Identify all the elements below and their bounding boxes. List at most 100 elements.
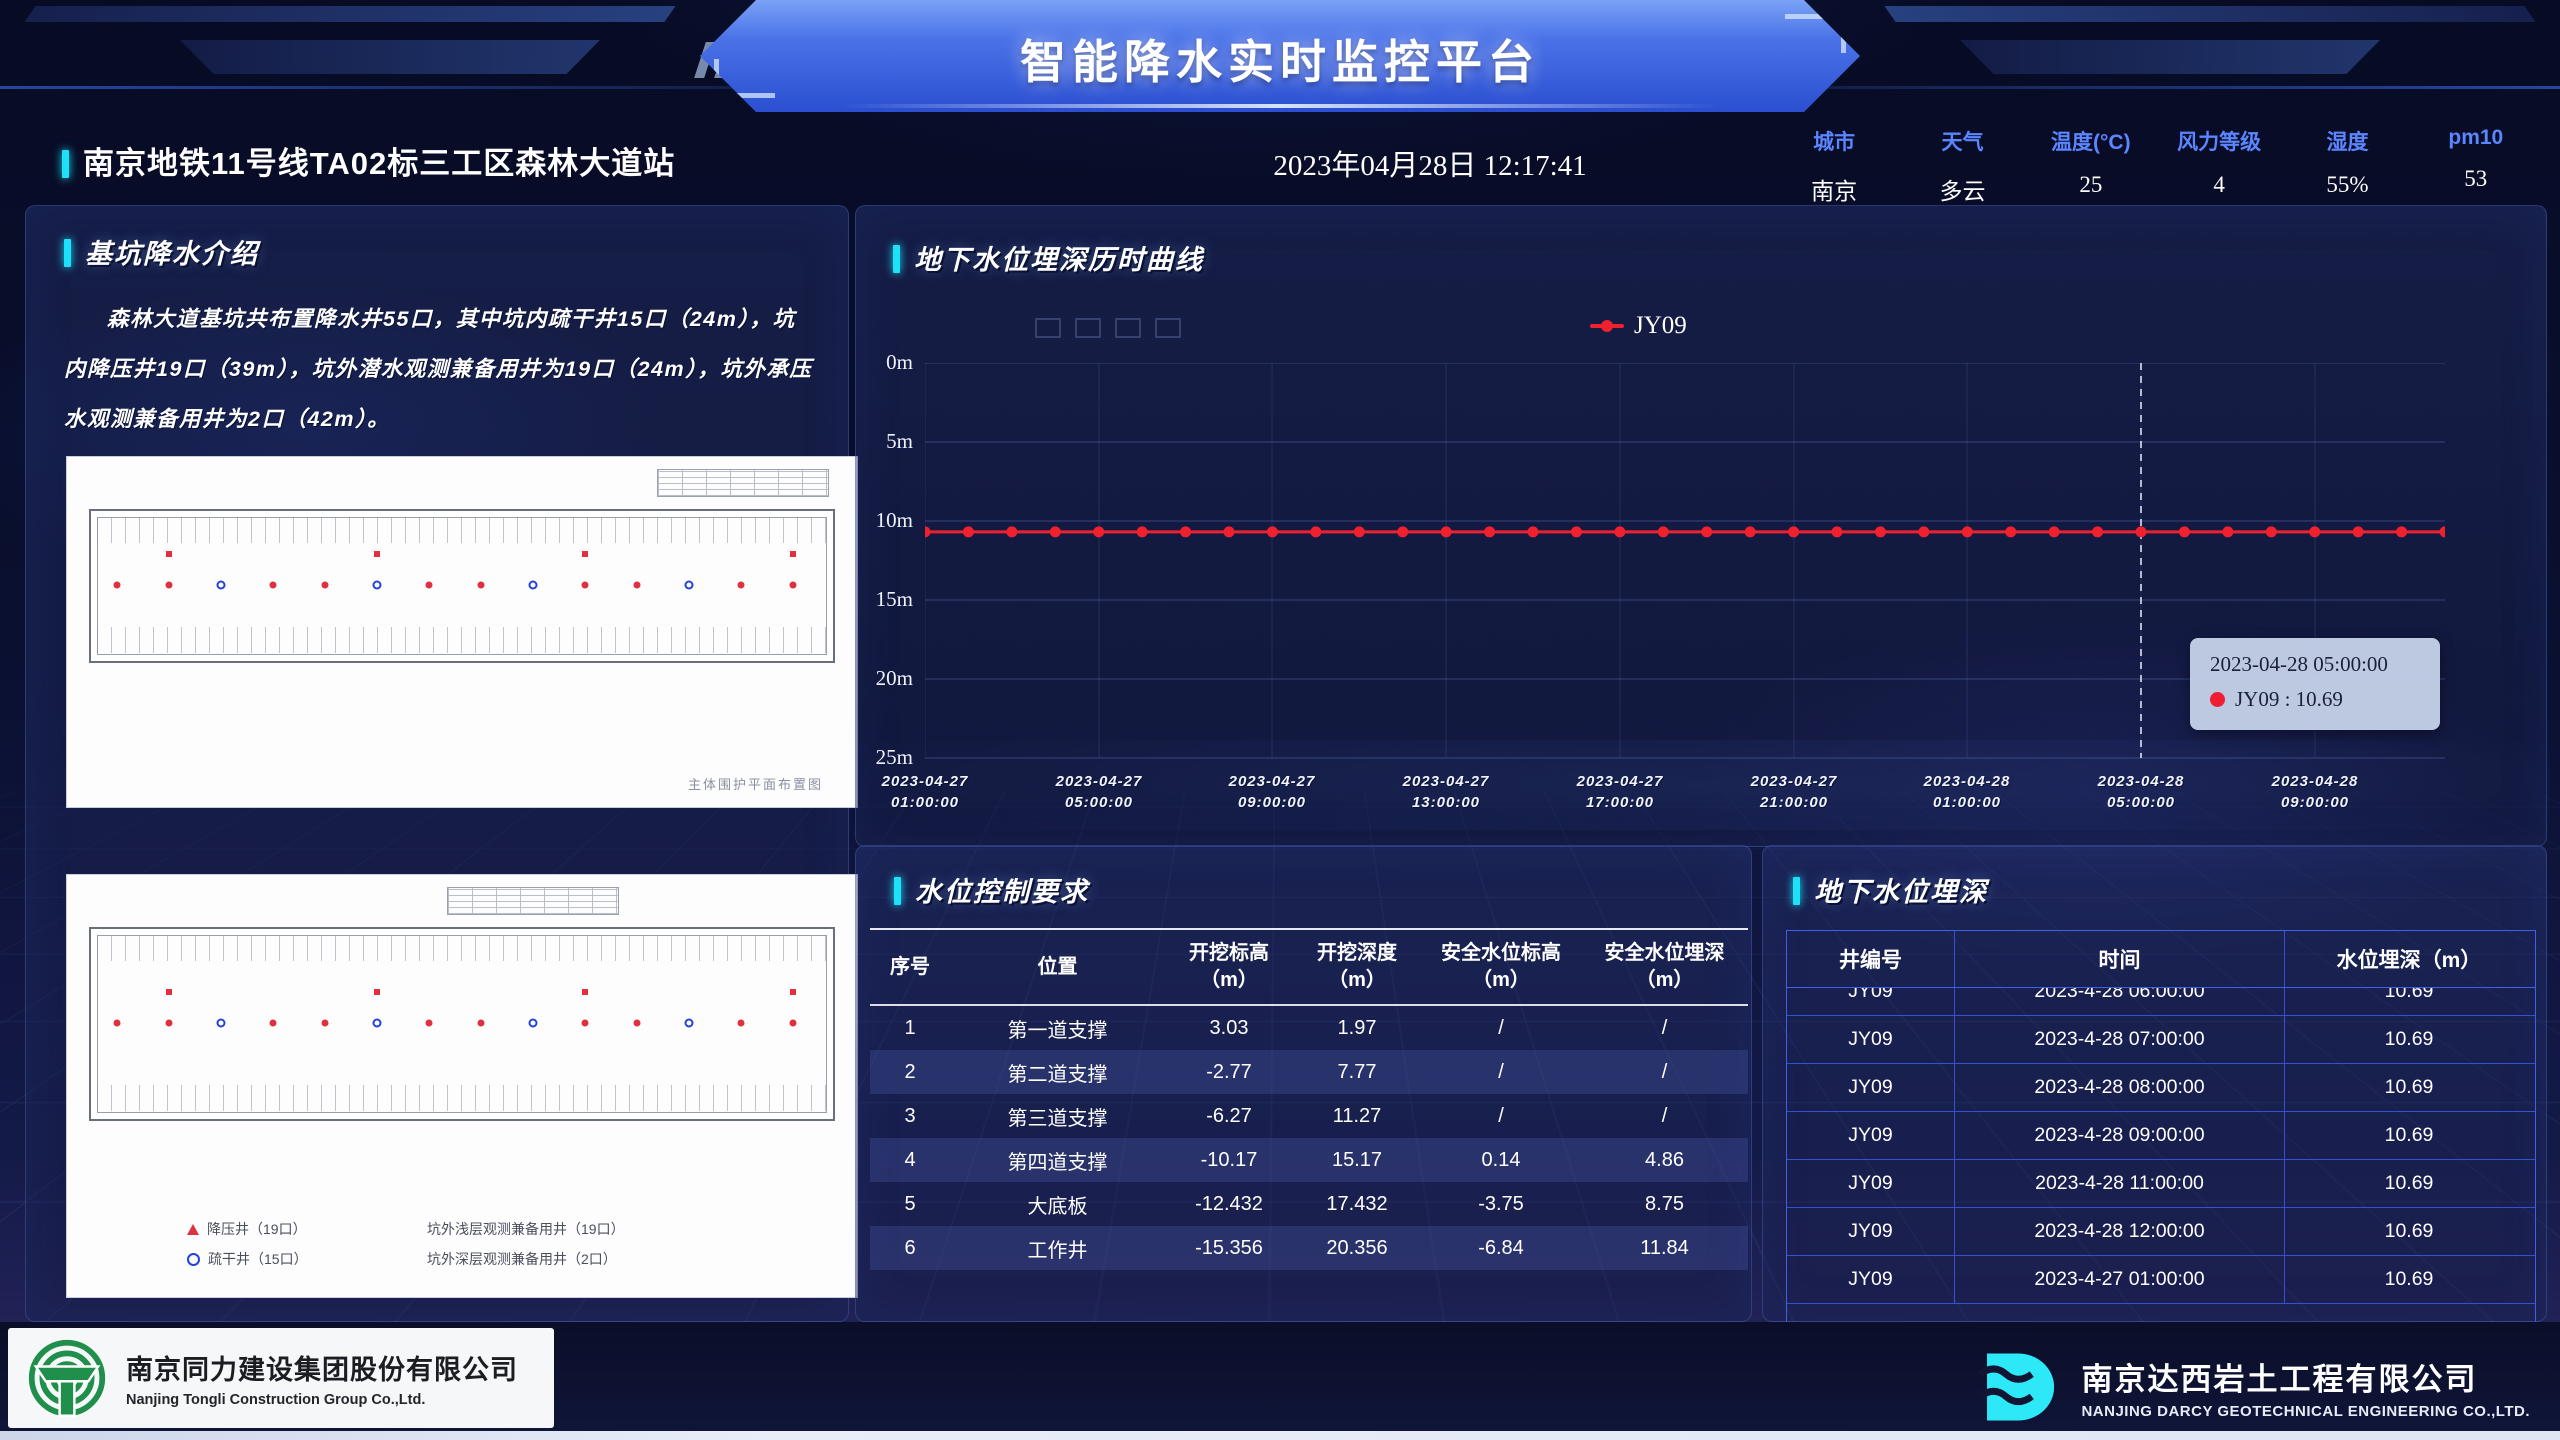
weather-label: 温度(°C) (2051, 131, 2131, 154)
table-cell: 10.69 (2384, 1028, 2434, 1050)
table-row: 6 工作井 -15.356 20.356 -6.84 11.84 (870, 1226, 1748, 1270)
plan-well-markers (113, 989, 797, 1028)
table-cell: 2023-4-28 06:00:00 (1955, 988, 2285, 1015)
x-axis-tick-label: 2023-04-27 13:00:00 (1402, 773, 1490, 811)
table-cell: 7.77 (1337, 1060, 1377, 1083)
table-cell: 10.69 (2384, 1172, 2434, 1194)
y-axis-tick-label: 5m (886, 429, 913, 453)
table-cell: JY09 (1787, 988, 1955, 1015)
table-cell: 0.14 (1481, 1148, 1521, 1171)
table-cell: JY09 (1787, 1016, 1955, 1063)
table-cell: JY09 (1787, 1208, 1955, 1255)
table-cell: / (1661, 1104, 1668, 1127)
table-cell: -3.75 (1478, 1192, 1524, 1215)
table-cell: 4.86 (1645, 1148, 1684, 1171)
weather-col: 城市 南京 (1770, 126, 1898, 206)
legend-label: JY09 (1634, 312, 1687, 339)
legend-item: 疏干井（15口） (187, 1249, 427, 1269)
plan-outline (89, 927, 835, 1121)
table-cell: 大底板 (1027, 1195, 1088, 1218)
page-title: 智能降水实时监控平台 (1020, 36, 1540, 88)
y-axis-tick-label: 25m (875, 745, 913, 769)
accent-bar-icon (894, 877, 901, 905)
table-row: 5 大底板 -12.432 17.432 -3.75 8.75 (870, 1182, 1748, 1226)
table-cell: -6.84 (1478, 1236, 1524, 1259)
plan-caption: 主体围护平面布置图 (687, 777, 823, 792)
site-plan-image-1: 主体围护平面布置图 (66, 456, 858, 808)
table-cell: JY09 (1787, 1256, 1955, 1303)
table-cell: 10.69 (2384, 1268, 2434, 1290)
weather-strip: 城市 南京 天气 多云 温度(°C) 25 风力等级 4 湿度 55% pm10 53 (1770, 126, 2540, 206)
darcy-logo-icon (1978, 1353, 2055, 1421)
table-cell: 17.432 (1326, 1192, 1388, 1215)
plan-hatch (97, 935, 827, 961)
plan-hatch (97, 1085, 827, 1111)
chart-legend-jy09[interactable]: JY09 (1590, 312, 1687, 340)
weather-label: 城市 (1813, 131, 1856, 154)
plan-outline (89, 509, 835, 663)
table-cell: 15.17 (1331, 1148, 1383, 1171)
control-col-header: 开挖深度 （m） (1317, 942, 1397, 991)
background-glow (860, 740, 2550, 830)
tooltip-time: 2023-04-28 05:00:00 (2210, 652, 2388, 676)
chart-toolbar[interactable] (1035, 318, 1181, 338)
chart-tooltip: 2023-04-28 05:00:00 JY09 : 10.69 (2190, 638, 2440, 730)
weather-label: pm10 (2448, 126, 2504, 149)
intro-panel-title: 基坑降水介绍 (64, 232, 259, 271)
y-axis-tick-label: 0m (886, 350, 913, 374)
level-table-scroll[interactable]: JY09 2023-4-28 06:00:00 10.69 JY09 2023-4-28… (1787, 988, 2535, 1322)
legend-item: 降压井（19口） (187, 1219, 427, 1239)
plan-well-markers (113, 551, 797, 590)
red-triangle-icon (187, 1223, 199, 1235)
company-left-name-en: Nanjing Tongli Construction Group Co.,Lt… (126, 1392, 426, 1408)
table-cell: / (1498, 1060, 1504, 1083)
table-row: JY09 2023-4-28 09:00:00 10.69 (1787, 1112, 2535, 1160)
y-axis-tick-label: 20m (875, 666, 913, 690)
level-panel-title: 地下水位埋深 (1793, 870, 1988, 909)
intro-panel: 基坑降水介绍 森林大道基坑共布置降水井55口，其中坑内疏干井15口（24m），坑… (25, 205, 858, 1322)
blue-circle-icon (187, 1252, 200, 1266)
table-cell: / (1498, 1016, 1504, 1039)
control-table-header: 序号 位置 开挖标高 （m） 开挖深度 （m） 安全水位标高 （m） 安全水位埋深 （m） (870, 928, 1748, 1006)
table-cell: 第二道支撑 (1007, 1063, 1108, 1086)
table-cell: 6 (904, 1236, 916, 1259)
table-cell: 5 (904, 1192, 916, 1215)
control-table-body: 1 第一道支撑 3.03 1.97 / / 2 第二道支撑 -2.77 7.77 / / 3 第三道支撑 -… (870, 1006, 1748, 1270)
level-panel: 地下水位埋深 (1762, 845, 2547, 1322)
chart-panel-title: 地下水位埋深历时曲线 (893, 238, 1204, 277)
table-cell: 8.75 (1645, 1192, 1684, 1215)
weather-col: pm10 53 (2412, 126, 2540, 206)
table-cell: 3 (904, 1104, 916, 1127)
table-cell: JY09 (1787, 1064, 1955, 1111)
header-deco-right-line (1640, 86, 2560, 89)
tooltip-value: JY09 : 10.69 (2235, 687, 2343, 711)
weather-value: 53 (2464, 166, 2488, 191)
table-cell: 第四道支撑 (1007, 1151, 1108, 1174)
table-cell: 10.69 (2384, 1124, 2434, 1146)
table-cell: -6.27 (1206, 1104, 1252, 1127)
control-col-header: 开挖标高 （m） (1189, 942, 1269, 991)
weather-label: 天气 (1941, 131, 1984, 154)
x-axis-tick-label: 2023-04-28 05:00:00 (2097, 773, 2185, 811)
table-cell: 4 (904, 1148, 916, 1171)
accent-bar-icon (62, 150, 69, 178)
table-row: JY09 2023-4-28 06:00:00 10.69 (1787, 988, 2535, 1016)
level-table-header: 井编号 时间 水位埋深（m） (1787, 931, 2535, 988)
chart-plot-area[interactable] (925, 363, 2445, 759)
table-row: 4 第四道支撑 -10.17 15.17 0.14 4.86 (870, 1138, 1748, 1182)
control-panel: 水位控制要求 (855, 845, 1752, 1322)
tongli-logo-icon (28, 1339, 106, 1417)
table-row: JY09 2023-4-28 12:00:00 10.69 (1787, 1208, 2535, 1256)
level-col-header: 井编号 (1787, 931, 1955, 987)
table-cell: 2023-4-28 07:00:00 (1955, 1016, 2285, 1063)
level-table: 井编号 时间 水位埋深（m） JY09 2023-4-28 06:00:00 10.69… (1786, 930, 2536, 1323)
table-cell: JY09 (1787, 1112, 1955, 1159)
footer: 南京同力建设集团股份有限公司 Nanjing Tongli Constructi… (0, 1322, 2560, 1440)
table-cell: 3.03 (1209, 1016, 1249, 1039)
table-cell: 2 (904, 1060, 916, 1083)
control-panel-title: 水位控制要求 (894, 870, 1089, 909)
level-col-header: 时间 (1955, 931, 2285, 987)
level-table-body: JY09 2023-4-28 06:00:00 10.69 JY09 2023-4-28… (1787, 988, 2535, 1304)
y-axis-tick-label: 10m (875, 508, 913, 532)
table-cell: 11.84 (1640, 1236, 1689, 1259)
